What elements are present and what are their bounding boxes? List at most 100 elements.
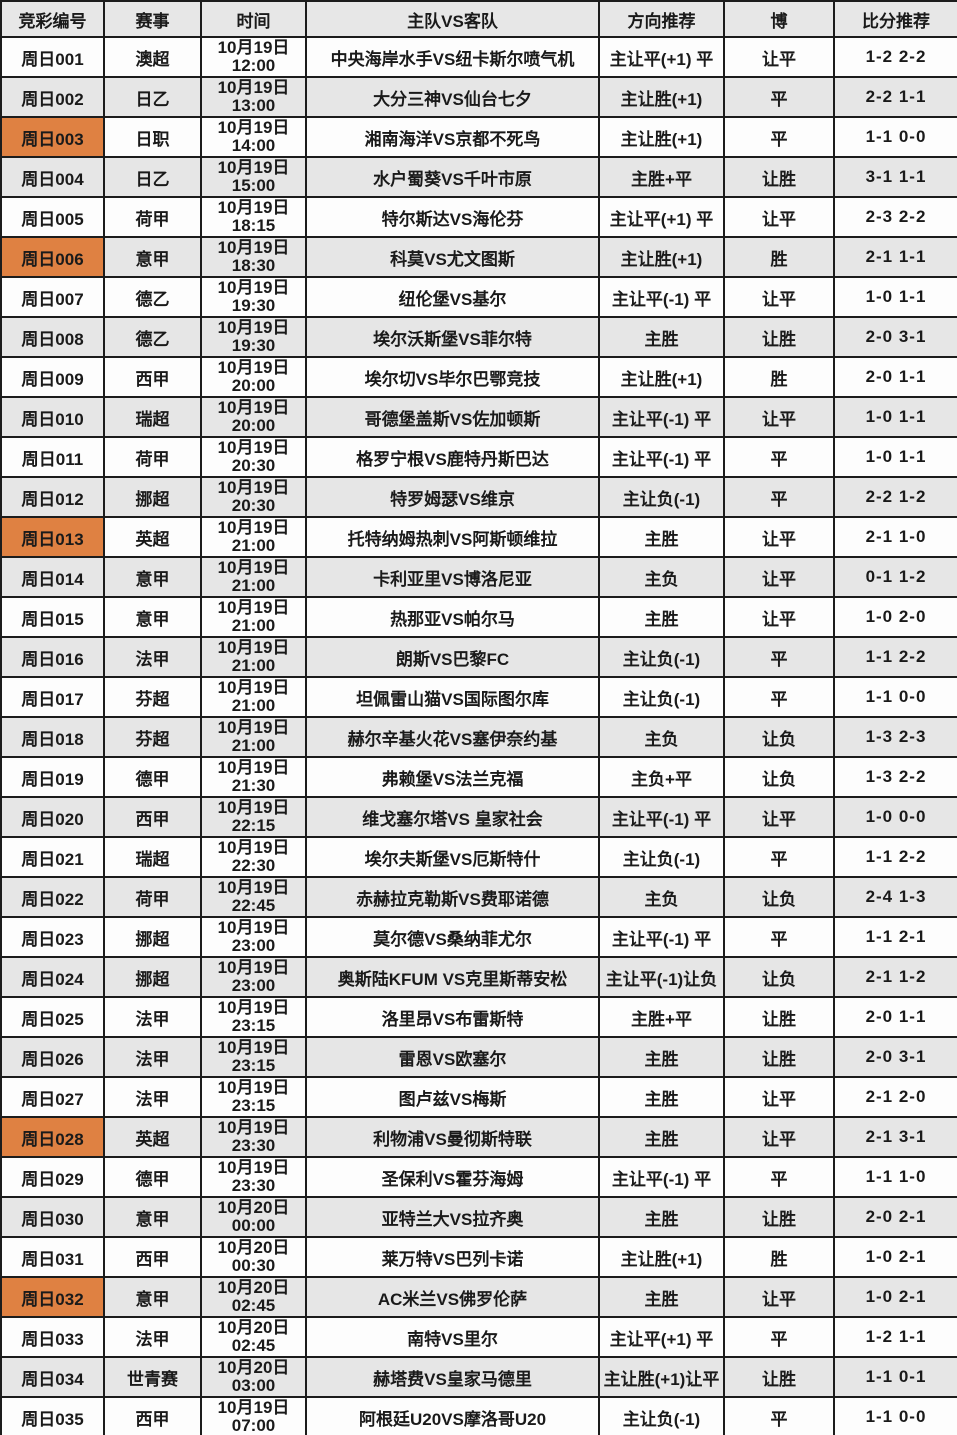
league-cell: 西甲	[103, 796, 202, 838]
match-id-cell: 周日016	[0, 636, 105, 678]
match-time-cell: 10月20日 00:30	[200, 1236, 307, 1278]
direction-cell: 主胜	[598, 1036, 725, 1078]
match-date: 10月19日	[217, 158, 290, 177]
match-time-cell: 10月19日 19:30	[200, 316, 307, 358]
bet-cell: 胜	[723, 1236, 835, 1278]
direction-cell: 主胜	[598, 1196, 725, 1238]
table-row: 周日005 荷甲 10月19日 18:15 特尔斯达VS海伦芬 主让平(+1) …	[0, 196, 957, 238]
table-row: 周日020 西甲 10月19日 22:15 维戈塞尔塔VS 皇家社会 主让平(-…	[0, 796, 957, 838]
teams-cell: 中央海岸水手VS纽卡斯尔喷气机	[305, 36, 600, 78]
table-row: 周日011 荷甲 10月19日 20:30 格罗宁根VS鹿特丹斯巴达 主让平(-…	[0, 436, 957, 478]
teams-cell: 奥斯陆KFUM VS克里斯蒂安松	[305, 956, 600, 998]
score-cell: 1-1 2-2	[833, 636, 957, 678]
match-id-cell: 周日007	[0, 276, 105, 318]
teams-cell: 科莫VS尤文图斯	[305, 236, 600, 278]
match-id-cell: 周日031	[0, 1236, 105, 1278]
match-time-cell: 10月19日 07:00	[200, 1396, 307, 1435]
league-cell: 法甲	[103, 1076, 202, 1118]
match-date: 10月20日	[217, 1358, 290, 1377]
direction-cell: 主负	[598, 716, 725, 758]
table-row: 周日023 挪超 10月19日 23:00 莫尔德VS桑纳菲尤尔 主让平(-1)…	[0, 916, 957, 958]
match-time-cell: 10月19日 20:00	[200, 396, 307, 438]
table-row: 周日018 芬超 10月19日 21:00 赫尔辛基火花VS塞伊奈约基 主负 让…	[0, 716, 957, 758]
match-date: 10月19日	[217, 998, 290, 1017]
direction-cell: 主让平(+1) 平	[598, 196, 725, 238]
match-date: 10月20日	[217, 1238, 290, 1257]
match-date: 10月19日	[217, 598, 290, 617]
league-cell: 德甲	[103, 1156, 202, 1198]
match-time-cell: 10月19日 23:15	[200, 996, 307, 1038]
match-id-cell: 周日022	[0, 876, 105, 918]
score-cell: 1-0 2-0	[833, 596, 957, 638]
match-id-cell: 周日026	[0, 1036, 105, 1078]
score-cell: 1-2 2-2	[833, 36, 957, 78]
score-cell: 1-1 0-0	[833, 116, 957, 158]
match-date: 10月19日	[217, 38, 290, 57]
teams-cell: 亚特兰大VS拉齐奥	[305, 1196, 600, 1238]
match-time-cell: 10月19日 22:30	[200, 836, 307, 878]
bet-cell: 让胜	[723, 1196, 835, 1238]
direction-cell: 主胜	[598, 1276, 725, 1318]
league-cell: 挪超	[103, 476, 202, 518]
bet-cell: 平	[723, 636, 835, 678]
league-cell: 芬超	[103, 676, 202, 718]
score-cell: 1-1 0-0	[833, 676, 957, 718]
match-clock: 02:45	[231, 1296, 276, 1315]
match-time-cell: 10月19日 21:00	[200, 716, 307, 758]
table-row: 周日022 荷甲 10月19日 22:45 赤赫拉克勒斯VS费耶诺德 主负 让负…	[0, 876, 957, 918]
teams-cell: 卡利亚里VS博洛尼亚	[305, 556, 600, 598]
match-id-cell: 周日027	[0, 1076, 105, 1118]
teams-cell: 圣保利VS霍芬海姆	[305, 1156, 600, 1198]
match-date: 10月19日	[217, 718, 290, 737]
score-cell: 1-0 0-0	[833, 796, 957, 838]
match-time-cell: 10月19日 23:30	[200, 1156, 307, 1198]
bet-cell: 让平	[723, 596, 835, 638]
direction-cell: 主让平(-1) 平	[598, 796, 725, 838]
direction-cell: 主负+平	[598, 756, 725, 798]
bet-cell: 让负	[723, 956, 835, 998]
score-cell: 2-0 2-1	[833, 1196, 957, 1238]
match-date: 10月19日	[217, 198, 290, 217]
match-clock: 21:30	[231, 776, 276, 795]
direction-cell: 主让胜(+1)	[598, 1236, 725, 1278]
direction-cell: 主让胜(+1)	[598, 236, 725, 278]
match-id-cell: 周日032	[0, 1276, 105, 1318]
match-date: 10月19日	[217, 958, 290, 977]
match-clock: 14:00	[231, 136, 276, 155]
match-date: 10月19日	[217, 678, 290, 697]
match-date: 10月20日	[217, 1318, 290, 1337]
match-id-cell: 周日019	[0, 756, 105, 798]
match-date: 10月19日	[217, 558, 290, 577]
match-time-cell: 10月19日 21:00	[200, 636, 307, 678]
match-clock: 12:00	[231, 56, 276, 75]
match-clock: 03:00	[231, 1376, 276, 1395]
score-cell: 2-1 2-0	[833, 1076, 957, 1118]
match-clock: 21:00	[231, 656, 276, 675]
teams-cell: 热那亚VS帕尔马	[305, 596, 600, 638]
match-date: 10月20日	[217, 1198, 290, 1217]
header-teams: 主队VS客队	[305, 0, 600, 38]
match-time-cell: 10月19日 23:00	[200, 916, 307, 958]
table-row: 周日017 芬超 10月19日 21:00 坦佩雷山猫VS国际图尔库 主让负(-…	[0, 676, 957, 718]
match-clock: 19:30	[231, 296, 276, 315]
match-time-cell: 10月20日 02:45	[200, 1276, 307, 1318]
table-row: 周日012 挪超 10月19日 20:30 特罗姆瑟VS维京 主让负(-1) 平…	[0, 476, 957, 518]
score-cell: 1-0 1-1	[833, 276, 957, 318]
score-cell: 2-2 1-1	[833, 76, 957, 118]
score-cell: 1-3 2-3	[833, 716, 957, 758]
teams-cell: 莫尔德VS桑纳菲尤尔	[305, 916, 600, 958]
direction-cell: 主胜+平	[598, 996, 725, 1038]
match-id-cell: 周日023	[0, 916, 105, 958]
score-cell: 1-0 1-1	[833, 396, 957, 438]
direction-cell: 主让负(-1)	[598, 1396, 725, 1435]
score-cell: 1-1 2-2	[833, 836, 957, 878]
match-id-cell: 周日008	[0, 316, 105, 358]
table-row: 周日013 英超 10月19日 21:00 托特纳姆热刺VS阿斯顿维拉 主胜 让…	[0, 516, 957, 558]
score-cell: 2-0 1-1	[833, 996, 957, 1038]
direction-cell: 主胜	[598, 516, 725, 558]
match-id-cell: 周日020	[0, 796, 105, 838]
bet-cell: 让胜	[723, 316, 835, 358]
score-cell: 2-0 1-1	[833, 356, 957, 398]
league-cell: 日职	[103, 116, 202, 158]
